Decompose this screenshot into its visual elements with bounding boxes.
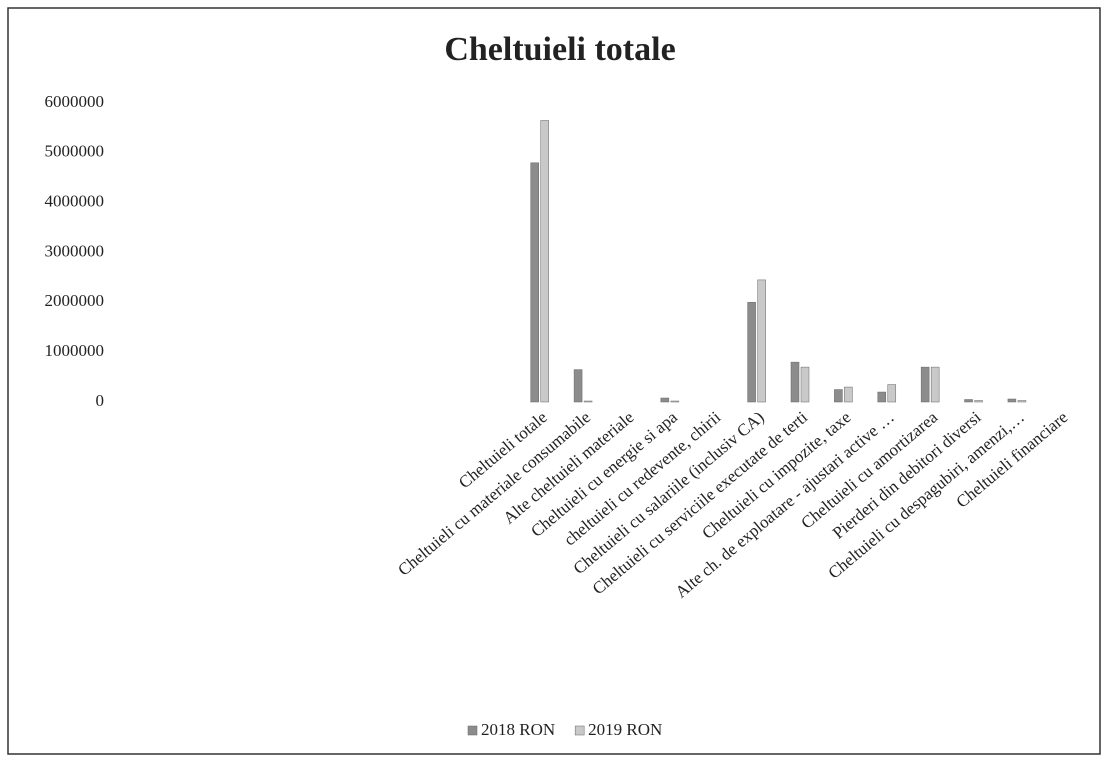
y-tick-label: 2000000 xyxy=(45,291,105,310)
bar xyxy=(844,386,853,403)
bar xyxy=(540,120,549,403)
y-tick-label: 6000000 xyxy=(45,92,105,111)
bar xyxy=(573,369,583,403)
legend-swatch xyxy=(574,725,585,736)
chart-border xyxy=(7,7,1101,755)
bar xyxy=(974,400,983,403)
legend-label: 2018 RON xyxy=(481,720,555,739)
bar xyxy=(660,397,670,403)
bar xyxy=(877,391,887,403)
y-tick-label: 5000000 xyxy=(45,142,105,161)
bar xyxy=(887,384,897,403)
y-tick-label: 4000000 xyxy=(45,192,105,211)
bar xyxy=(1017,400,1027,403)
bar xyxy=(930,366,940,403)
bar xyxy=(800,366,810,403)
bar xyxy=(964,399,973,403)
bar xyxy=(1007,398,1017,403)
bar xyxy=(920,366,930,403)
legend-label: 2019 RON xyxy=(588,720,662,739)
bar xyxy=(790,361,800,403)
bar xyxy=(834,389,843,403)
y-tick-label: 0 xyxy=(96,391,105,410)
bar xyxy=(583,400,593,403)
bar xyxy=(757,279,766,403)
y-tick-label: 1000000 xyxy=(45,341,105,360)
bar xyxy=(530,162,539,403)
bar xyxy=(670,400,680,403)
y-tick-label: 3000000 xyxy=(45,241,105,260)
bar xyxy=(747,302,756,403)
legend-swatch xyxy=(467,725,478,736)
chart-title: Cheltuieli totale xyxy=(444,31,675,68)
